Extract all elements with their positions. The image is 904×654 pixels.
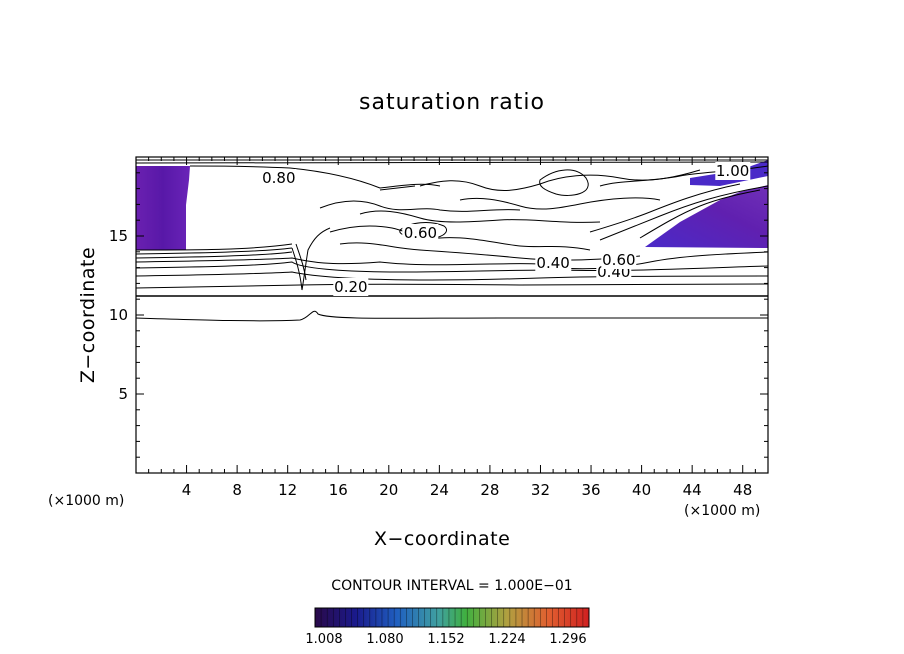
x-tick-label: 36: [581, 481, 601, 499]
x-tick-label: 20: [379, 481, 399, 499]
colorbar: [314, 607, 590, 628]
x-tick-label: 32: [530, 481, 551, 499]
x-tick-label: 28: [480, 481, 500, 499]
x-tick-label: 4: [181, 481, 192, 499]
x-tick-label: 8: [232, 481, 242, 499]
supersaturated-regions: [136, 160, 768, 250]
x-tick-label: 12: [278, 481, 298, 499]
contour-label: 0.60: [402, 223, 439, 242]
supersaturated-region-left: [136, 166, 190, 250]
colorbar-tick-label: 1.296: [549, 632, 587, 647]
supersaturated-region-right: [645, 185, 768, 248]
x-tick-label: 16: [328, 481, 348, 499]
contour-interval-text: CONTOUR INTERVAL = 1.000E−01: [331, 578, 573, 594]
contour-label: 0.80: [261, 168, 297, 187]
x-tick-label: 40: [632, 481, 652, 499]
y-tick-label: 10: [108, 306, 128, 324]
axis-ticks: [136, 157, 768, 473]
colorbar-tick-label: 1.224: [488, 632, 526, 647]
chart-title: saturation ratio: [359, 90, 545, 115]
contour-label: 0.60: [601, 250, 637, 269]
contour-label: 0.20: [333, 277, 369, 296]
y-axis-title: Z−coordinate: [77, 246, 99, 384]
colorbar-tick-label: 1.080: [366, 632, 404, 647]
y-tick-label: 5: [118, 385, 128, 403]
x-tick-label: 24: [429, 481, 449, 499]
x-axis-title: X−coordinate: [374, 528, 511, 550]
plot-frame: [135, 156, 769, 474]
colorbar-stripes: [314, 608, 590, 627]
x-tick-label: 44: [682, 481, 702, 499]
contour-label: 0.40: [535, 253, 571, 272]
x-axis-unit: (×1000 m): [684, 503, 761, 519]
contour-label: 1.00: [714, 162, 751, 181]
z-axis-unit: (×1000 m): [48, 493, 125, 509]
x-tick-label: 48: [733, 481, 753, 499]
colorbar-tick-label: 1.152: [427, 632, 465, 647]
colorbar-tick-label: 1.008: [305, 632, 343, 647]
y-tick-label: 15: [108, 227, 128, 245]
